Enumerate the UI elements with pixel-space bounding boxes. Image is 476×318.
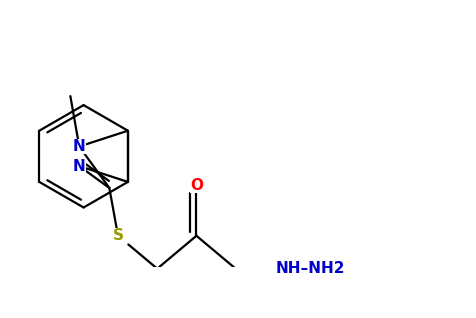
Text: S: S bbox=[112, 228, 123, 243]
Text: O: O bbox=[189, 178, 202, 193]
Text: NH–NH2: NH–NH2 bbox=[276, 261, 345, 276]
Text: N: N bbox=[73, 139, 85, 154]
Text: N: N bbox=[73, 159, 85, 174]
